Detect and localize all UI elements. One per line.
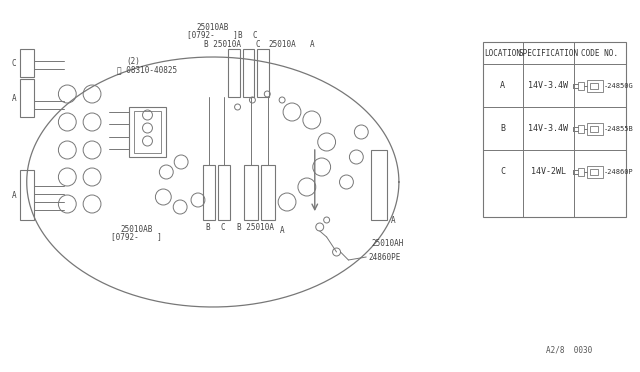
Text: C: C: [500, 167, 506, 176]
Bar: [371, 150, 387, 220]
Bar: [483, 42, 625, 217]
Bar: [587, 122, 603, 135]
Bar: [587, 166, 603, 177]
Text: 25010AB: 25010AB: [196, 22, 229, 32]
Text: A: A: [391, 215, 396, 224]
Bar: [587, 80, 603, 92]
Bar: [203, 165, 215, 220]
Text: 14V-3.4W: 14V-3.4W: [529, 81, 568, 90]
Bar: [257, 49, 269, 97]
Bar: [20, 170, 34, 220]
Bar: [228, 49, 239, 97]
Text: -24855B: -24855B: [604, 125, 634, 131]
Text: SPECIFICATION: SPECIFICATION: [518, 48, 579, 58]
Text: B 25010A: B 25010A: [204, 39, 241, 48]
Text: [0792-    ]: [0792- ]: [188, 31, 238, 39]
Text: C: C: [12, 58, 16, 67]
Text: A: A: [12, 93, 16, 103]
Text: -24860P: -24860P: [604, 169, 634, 174]
Text: -24850G: -24850G: [604, 83, 634, 89]
Text: LOCATION: LOCATION: [484, 48, 522, 58]
Text: CODE NO.: CODE NO.: [581, 48, 618, 58]
Bar: [218, 165, 230, 220]
Bar: [590, 169, 598, 174]
Text: A: A: [310, 39, 314, 48]
Text: 25010AB: 25010AB: [120, 224, 153, 234]
Bar: [578, 167, 584, 176]
Text: A: A: [12, 190, 16, 199]
Bar: [134, 111, 161, 153]
Bar: [20, 79, 34, 117]
Bar: [578, 81, 584, 90]
Text: A: A: [280, 225, 284, 234]
Text: 25010A: 25010A: [268, 39, 296, 48]
Text: B: B: [205, 222, 210, 231]
Text: Ⓢ 08310-40825: Ⓢ 08310-40825: [117, 65, 177, 74]
Bar: [578, 125, 584, 132]
Bar: [244, 165, 259, 220]
Bar: [261, 165, 275, 220]
Bar: [590, 83, 598, 89]
Text: B: B: [500, 124, 506, 133]
Bar: [129, 107, 166, 157]
Text: C: C: [220, 222, 225, 231]
Text: 24860PE: 24860PE: [368, 253, 401, 262]
Text: A2/8  0030: A2/8 0030: [546, 346, 592, 355]
Text: 14V-2WL: 14V-2WL: [531, 167, 566, 176]
Text: A: A: [500, 81, 506, 90]
Text: 14V-3.4W: 14V-3.4W: [529, 124, 568, 133]
Bar: [20, 49, 34, 77]
Text: C: C: [252, 31, 257, 39]
Text: 25010AH: 25010AH: [371, 240, 404, 248]
Bar: [590, 125, 598, 131]
Text: B 25010A: B 25010A: [237, 222, 274, 231]
Bar: [243, 49, 254, 97]
Text: C: C: [255, 39, 260, 48]
Text: (2): (2): [127, 57, 141, 65]
Text: B: B: [237, 31, 242, 39]
Text: [0792-    ]: [0792- ]: [111, 232, 162, 241]
